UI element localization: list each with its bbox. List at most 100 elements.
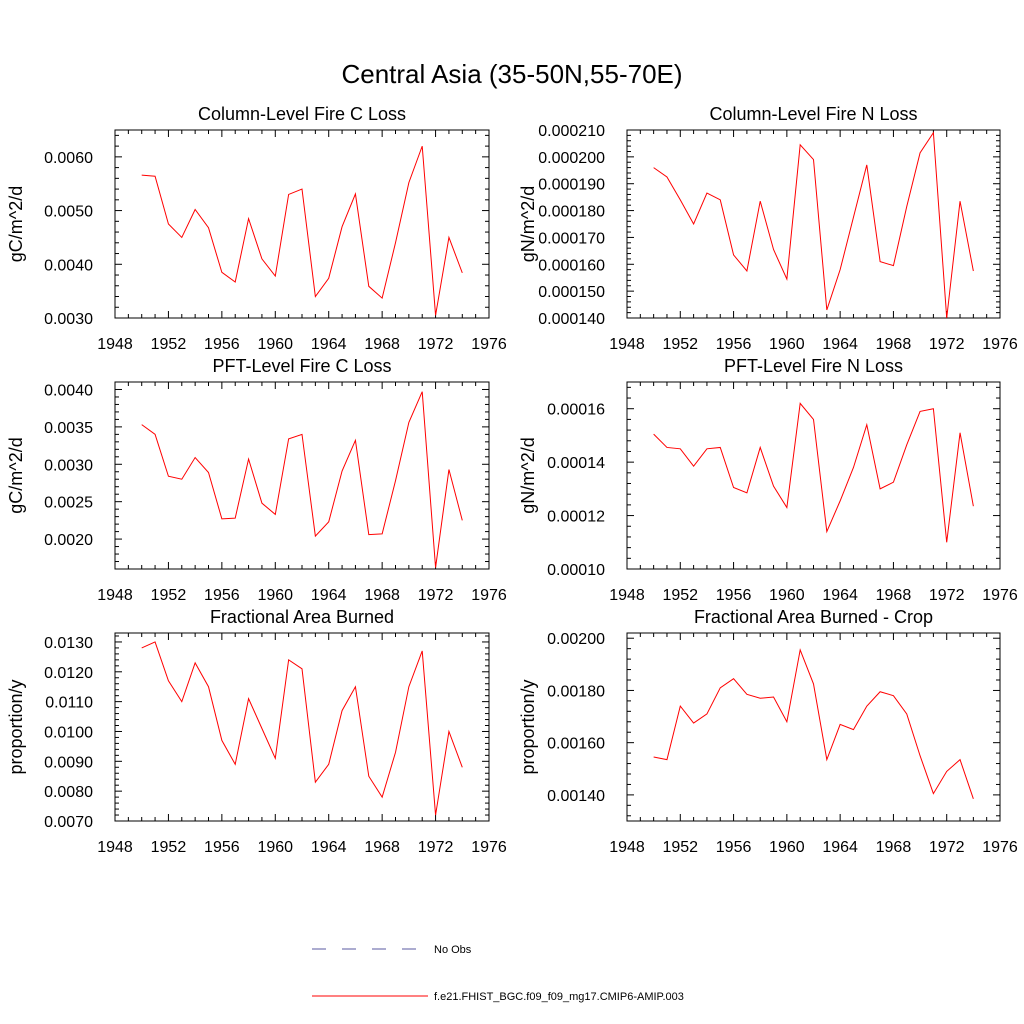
x-tick-label: 1968 (876, 336, 912, 353)
x-tick-label: 1960 (769, 839, 805, 856)
y-tick-label: 0.0020 (44, 532, 93, 549)
y-tick-label: 0.0080 (44, 784, 93, 801)
panel-title: Column-Level Fire C Loss (198, 104, 406, 124)
plot-frame (114, 129, 490, 319)
x-tick-label: 1972 (929, 587, 965, 604)
x-tick-label: 1960 (769, 336, 805, 353)
y-axis-label: gN/m^2/d (518, 186, 538, 262)
x-tick-label: 1976 (471, 587, 507, 604)
panels: Column-Level Fire C Loss gC/m^2/d 1948 1952… (6, 104, 1018, 856)
x-tick-label: 1948 (97, 587, 133, 604)
y-tick-label: 0.00160 (547, 736, 605, 753)
x-tick-label: 1952 (151, 587, 187, 604)
y-tick-label: 0.000150 (538, 284, 605, 301)
plot-frame (114, 632, 490, 822)
series-line (653, 402, 974, 543)
x-tick-label: 1976 (982, 587, 1018, 604)
x-tick-label: 1976 (982, 839, 1018, 856)
x-tick-label: 1952 (151, 839, 187, 856)
x-tick-label: 1964 (822, 336, 858, 353)
x-tick-label: 1964 (311, 336, 347, 353)
legend: No Obs f.e21.FHIST_BGC.f09_f09_mg17.CMIP… (312, 944, 684, 1003)
x-tick-label: 1952 (662, 839, 698, 856)
x-tick-label: 1960 (257, 336, 293, 353)
figure-title: Central Asia (35-50N,55-70E) (341, 59, 682, 89)
y-tick-label: 0.000160 (538, 257, 605, 274)
y-axis-label: proportion/y (6, 679, 26, 774)
x-tick-label: 1948 (609, 336, 645, 353)
x-tick-label: 1956 (204, 587, 240, 604)
x-tick-label: 1956 (204, 839, 240, 856)
x-tick-label: 1960 (257, 839, 293, 856)
y-tick-label: 0.0090 (44, 754, 93, 771)
x-tick-label: 1968 (364, 839, 400, 856)
y-tick-label: 0.00200 (547, 631, 605, 648)
x-tick-label: 1972 (929, 336, 965, 353)
series-line (141, 641, 463, 816)
panel-title: PFT-Level Fire N Loss (724, 356, 903, 376)
x-tick-label: 1948 (609, 839, 645, 856)
plot-frame (114, 381, 490, 570)
x-tick-label: 1956 (716, 587, 752, 604)
y-tick-label: 0.0035 (44, 420, 93, 437)
plot-frame (626, 381, 1001, 570)
legend-label-model: f.e21.FHIST_BGC.f09_f09_mg17.CMIP6-AMIP.… (434, 991, 684, 1003)
x-tick-label: 1972 (418, 839, 454, 856)
y-tick-label: 0.0100 (44, 724, 93, 741)
y-tick-label: 0.0040 (44, 257, 93, 274)
y-axis-label: proportion/y (518, 679, 538, 774)
panel-5: Fractional Area Burned proportion/y 1948 19… (6, 607, 507, 856)
x-tick-label: 1960 (257, 587, 293, 604)
y-tick-label: 0.0025 (44, 495, 93, 512)
panel-6: Fractional Area Burned - Crop proportion/… (518, 607, 1018, 856)
x-tick-label: 1976 (471, 839, 507, 856)
legend-label-no-obs: No Obs (434, 944, 472, 956)
y-tick-label: 0.00180 (547, 683, 605, 700)
y-tick-label: 0.000140 (538, 311, 605, 328)
x-tick-label: 1964 (311, 587, 347, 604)
x-tick-label: 1968 (876, 587, 912, 604)
x-tick-label: 1968 (364, 336, 400, 353)
y-axis-label: gC/m^2/d (6, 186, 26, 262)
x-tick-label: 1948 (609, 587, 645, 604)
y-tick-label: 0.00014 (547, 455, 605, 472)
y-tick-label: 0.0130 (44, 635, 93, 652)
x-tick-label: 1956 (716, 336, 752, 353)
y-tick-label: 0.0030 (44, 311, 93, 328)
y-tick-label: 0.00016 (547, 402, 605, 419)
y-tick-label: 0.0060 (44, 150, 93, 167)
y-tick-label: 0.0110 (45, 695, 93, 712)
x-tick-label: 1972 (418, 587, 454, 604)
panel-3: PFT-Level Fire C Loss gC/m^2/d 1948 1952 195… (6, 356, 507, 604)
x-tick-label: 1964 (822, 839, 858, 856)
y-axis-label: gN/m^2/d (518, 437, 538, 513)
y-tick-label: 0.00012 (547, 509, 605, 526)
y-tick-label: 0.000180 (538, 204, 605, 221)
x-tick-label: 1972 (929, 839, 965, 856)
x-tick-label: 1948 (97, 336, 133, 353)
x-tick-label: 1960 (769, 587, 805, 604)
x-tick-label: 1956 (204, 336, 240, 353)
x-tick-label: 1952 (662, 336, 698, 353)
y-tick-label: 0.00140 (547, 788, 605, 805)
y-tick-label: 0.000210 (538, 123, 605, 140)
series-line (653, 648, 974, 799)
y-tick-label: 0.0050 (44, 204, 93, 221)
panel-title: PFT-Level Fire C Loss (212, 356, 391, 376)
y-tick-label: 0.0030 (44, 457, 93, 474)
panel-title: Fractional Area Burned (210, 607, 394, 627)
x-tick-label: 1964 (311, 839, 347, 856)
y-tick-label: 0.000170 (538, 230, 605, 247)
x-tick-label: 1952 (662, 587, 698, 604)
y-tick-label: 0.0070 (44, 814, 93, 831)
y-axis-label: gC/m^2/d (6, 437, 26, 513)
panel-title: Fractional Area Burned - Crop (694, 607, 933, 627)
y-tick-label: 0.00010 (547, 562, 605, 579)
series-line (653, 131, 974, 319)
plot-frame (626, 632, 1001, 822)
x-tick-label: 1972 (418, 336, 454, 353)
y-tick-label: 0.0120 (44, 665, 93, 682)
panel-4: PFT-Level Fire N Loss gN/m^2/d 1948 1952 195… (518, 356, 1018, 604)
y-tick-label: 0.000190 (538, 177, 605, 194)
